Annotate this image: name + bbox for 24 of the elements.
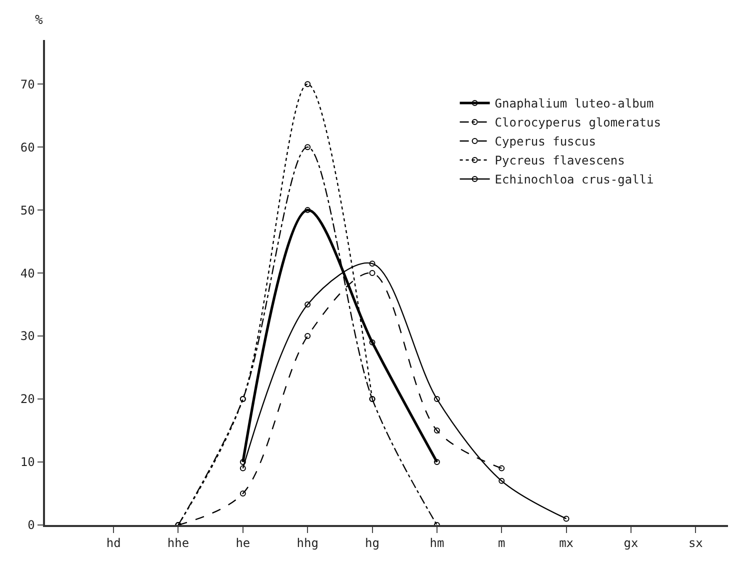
legend-label: Clorocyperus glomeratus	[494, 116, 661, 130]
x-tick-label: he	[236, 536, 250, 550]
y-axis-title: %	[35, 13, 43, 28]
y-tick-label: 70	[20, 77, 35, 92]
y-tick-label: 20	[20, 392, 35, 406]
y-tick-label: 30	[20, 329, 35, 344]
x-tick-label: m	[498, 536, 506, 550]
x-tick-label: hm	[430, 536, 444, 550]
y-tick-label: 10	[20, 455, 35, 470]
y-tick-label: 0	[28, 518, 35, 532]
x-tick-label: hg	[365, 536, 380, 550]
x-tick-label: hhe	[167, 536, 190, 550]
x-tick-label: sx	[688, 536, 703, 550]
y-tick-label: 60	[20, 140, 35, 154]
legend-label: Cyperus fuscus	[494, 134, 596, 149]
x-tick-label: hd	[106, 536, 121, 550]
y-tick-label: 40	[20, 266, 35, 280]
x-tick-label: gx	[624, 536, 638, 550]
x-tick-label: mx	[559, 536, 574, 550]
legend-label: Echinochloa crus-galli	[494, 172, 654, 187]
x-tick-label: hhg	[296, 536, 318, 550]
legend-label: Gnaphalium luteo-album	[494, 96, 654, 111]
y-tick-label: 50	[20, 203, 35, 218]
legend-label: Pycreus flavescens	[494, 154, 625, 168]
